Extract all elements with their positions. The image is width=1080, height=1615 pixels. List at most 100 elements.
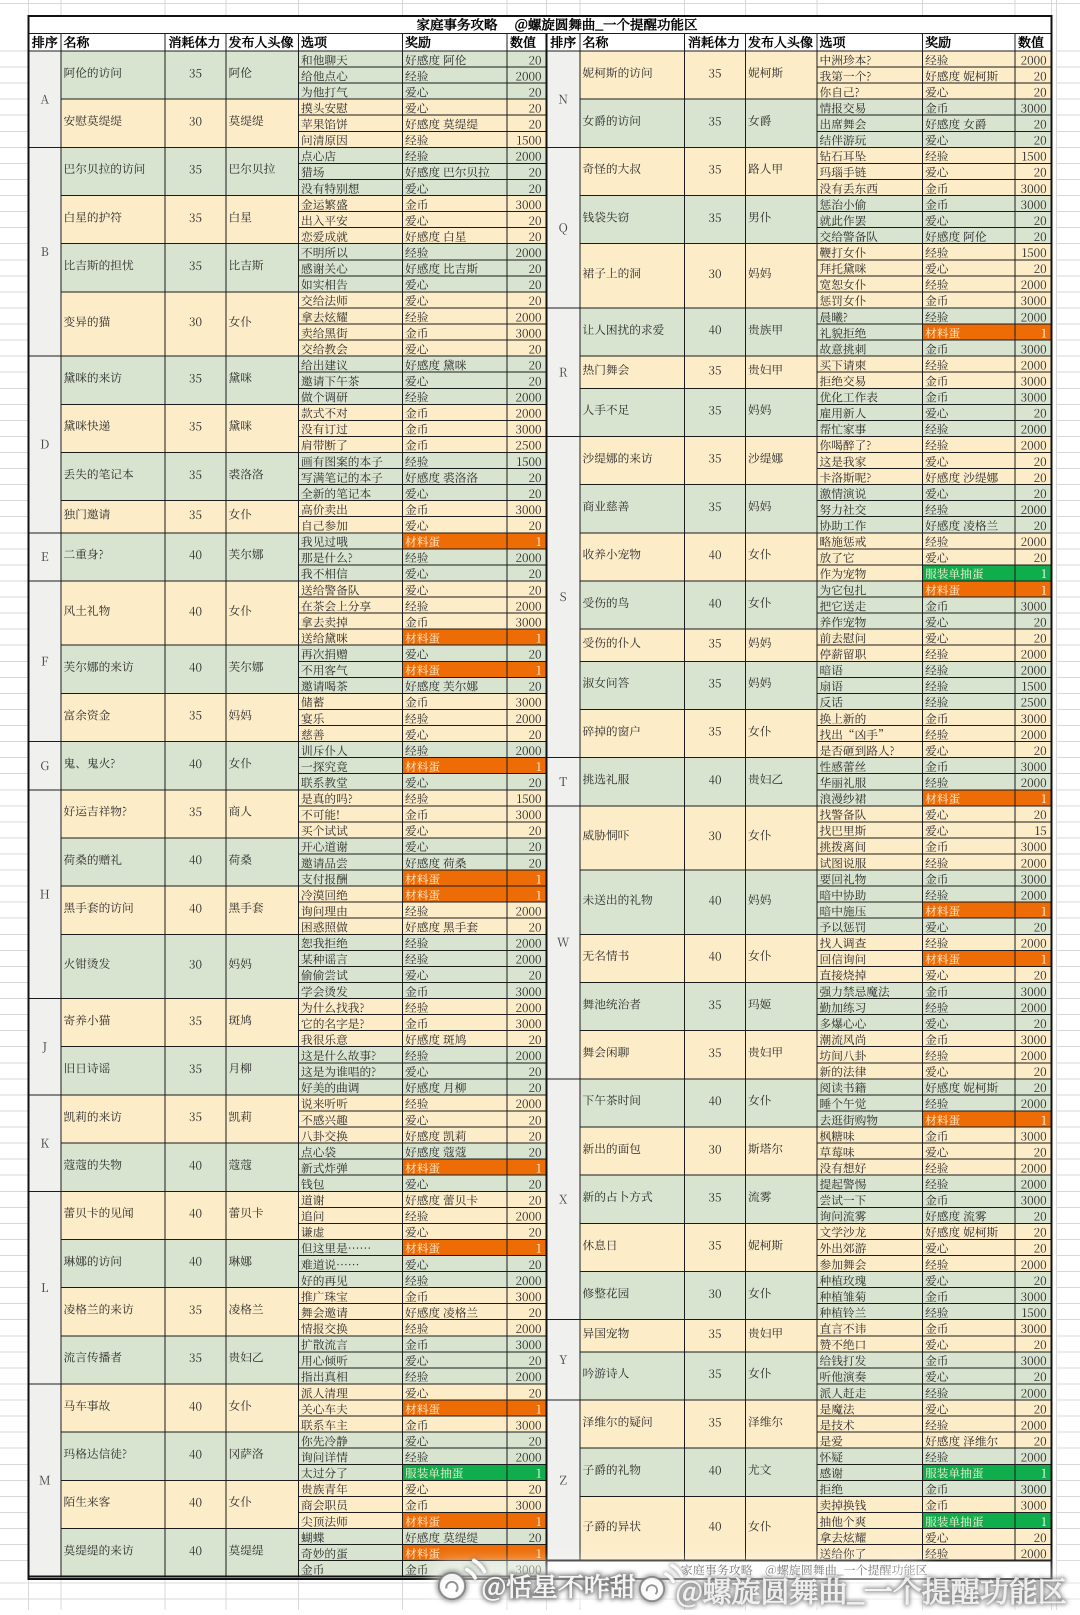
svg-text:金币: 金币 [925, 1482, 948, 1498]
svg-text:去逛街购物: 去逛街购物 [820, 1112, 879, 1128]
svg-text:下午茶时间: 下午茶时间 [583, 1093, 641, 1109]
svg-text:2000: 2000 [1021, 727, 1047, 743]
svg-text:排序: 排序 [32, 32, 58, 51]
svg-text:睡个午觉: 睡个午觉 [820, 1096, 867, 1112]
svg-text:这是为谁唱的?: 这是为谁唱的? [301, 1064, 376, 1080]
svg-text:1: 1 [536, 534, 542, 550]
svg-text:爱心: 爱心 [405, 277, 430, 293]
svg-text:贵族青年: 贵族青年 [301, 1482, 348, 1498]
svg-text:35: 35 [189, 370, 202, 386]
svg-text:宽恕女仆: 宽恕女仆 [820, 277, 867, 293]
svg-text:30: 30 [708, 828, 721, 844]
svg-text:联系教堂: 联系教堂 [301, 775, 348, 791]
svg-text:巴尔贝拉的访问: 巴尔贝拉的访问 [64, 161, 146, 177]
svg-text:指出真相: 指出真相 [301, 1369, 348, 1385]
svg-text:爱心: 爱心 [925, 486, 950, 502]
svg-text:爱心: 爱心 [925, 920, 950, 936]
svg-text:20: 20 [528, 84, 541, 100]
svg-text:爱心: 爱心 [925, 1369, 950, 1385]
svg-text:2000: 2000 [515, 952, 541, 968]
svg-text:经验: 经验 [925, 245, 949, 261]
svg-text:经验: 经验 [925, 775, 949, 791]
svg-text:20: 20 [1034, 518, 1047, 534]
svg-text:2000: 2000 [515, 550, 541, 566]
svg-text:拜托黛咪: 拜托黛咪 [820, 261, 867, 277]
svg-text:就此作罢: 就此作罢 [820, 213, 867, 229]
svg-text:热门舞会: 热门舞会 [583, 362, 630, 378]
svg-text:爱心: 爱心 [925, 807, 950, 823]
svg-text:停薪留职: 停薪留职 [820, 647, 867, 663]
svg-text:金币: 金币 [925, 293, 948, 309]
svg-text:谦虚: 谦虚 [301, 1225, 325, 1241]
svg-text:30: 30 [189, 957, 202, 973]
svg-text:20: 20 [1034, 229, 1047, 245]
svg-text:30: 30 [708, 1286, 721, 1302]
svg-text:40: 40 [709, 772, 722, 788]
svg-text:强力禁忌魔法: 强力禁忌魔法 [820, 984, 890, 1000]
svg-text:35: 35 [189, 1350, 202, 1366]
svg-text:经验: 经验 [405, 68, 429, 84]
svg-text:3000: 3000 [1021, 293, 1047, 309]
svg-text:奇怪的大叔: 奇怪的大叔 [583, 161, 642, 177]
svg-text:3000: 3000 [515, 502, 541, 518]
svg-text:故意挑刺: 故意挑刺 [820, 341, 867, 357]
svg-text:金币: 金币 [405, 325, 428, 341]
svg-text:再次捐赠: 再次捐赠 [301, 647, 348, 663]
svg-text:1: 1 [536, 759, 542, 775]
svg-text:选项: 选项 [301, 32, 328, 51]
svg-text:T: T [559, 773, 567, 790]
svg-text:3000: 3000 [1021, 984, 1047, 1000]
svg-text:性感蕾丝: 性感蕾丝 [820, 759, 867, 775]
svg-text:@螺旋圆舞曲_一个提醒功能区: @螺旋圆舞曲_一个提醒功能区 [676, 1570, 1067, 1610]
svg-text:20: 20 [1034, 68, 1047, 84]
svg-text:做个调研: 做个调研 [301, 390, 348, 406]
svg-text:派人清理: 派人清理 [301, 1385, 348, 1401]
svg-text:女爵: 女爵 [748, 113, 772, 129]
svg-text:前去慰问: 前去慰问 [820, 631, 867, 647]
svg-text:20: 20 [1034, 406, 1047, 422]
svg-text:不用客气: 不用客气 [301, 663, 348, 679]
svg-text:1: 1 [1041, 582, 1047, 598]
svg-text:马车事故: 马车事故 [64, 1398, 111, 1414]
svg-text:3000: 3000 [515, 1417, 541, 1433]
svg-text:W: W [557, 934, 570, 951]
svg-text:激情演说: 激情演说 [820, 486, 867, 502]
svg-text:金币: 金币 [925, 711, 948, 727]
svg-text:爱心: 爱心 [925, 261, 950, 277]
svg-text:爱心: 爱心 [405, 486, 430, 502]
svg-text:35: 35 [708, 1190, 721, 1206]
svg-text:35: 35 [189, 1109, 202, 1125]
svg-text:材料蛋: 材料蛋 [405, 534, 440, 550]
svg-text:蝴蝶: 蝴蝶 [301, 1530, 325, 1546]
svg-text:女仆: 女仆 [748, 1366, 772, 1382]
svg-text:材料蛋: 材料蛋 [405, 871, 440, 887]
svg-text:奇妙的蛋: 奇妙的蛋 [301, 1546, 348, 1562]
svg-text:20: 20 [1034, 1064, 1047, 1080]
svg-text:某种谣言: 某种谣言 [301, 952, 348, 968]
svg-text:我不相信: 我不相信 [301, 566, 348, 582]
svg-text:40: 40 [189, 900, 202, 916]
svg-text:金币: 金币 [405, 502, 428, 518]
svg-text:金币: 金币 [405, 422, 428, 438]
svg-text:经验: 经验 [925, 1096, 949, 1112]
svg-text:3000: 3000 [1021, 1482, 1047, 1498]
svg-text:让人困扰的求爱: 让人困扰的求爱 [583, 322, 665, 338]
svg-text:暗中协助: 暗中协助 [820, 887, 867, 903]
svg-text:予以惩罚: 予以惩罚 [820, 920, 867, 936]
svg-text:1: 1 [536, 1401, 542, 1417]
svg-text:雇用新人: 雇用新人 [820, 406, 867, 422]
svg-text:暗中施压: 暗中施压 [820, 904, 867, 920]
svg-text:关心车夫: 关心车夫 [301, 1401, 348, 1417]
svg-text:1: 1 [1041, 904, 1047, 920]
svg-text:妈妈: 妈妈 [748, 635, 772, 651]
svg-text:勤加练习: 勤加练习 [820, 1000, 867, 1016]
svg-text:@恬星不咋甜: @恬星不咋甜 [482, 1567, 636, 1604]
svg-text:芙尔娜的来访: 芙尔娜的来访 [64, 659, 134, 675]
svg-text:1500: 1500 [516, 133, 541, 149]
svg-text:金币: 金币 [925, 374, 948, 390]
svg-text:把它送走: 把它送走 [820, 598, 867, 614]
svg-text:协助工作: 协助工作 [820, 518, 867, 534]
svg-text:20: 20 [528, 261, 541, 277]
svg-text:但这里是……: 但这里是…… [301, 1241, 371, 1257]
svg-text:钱袋失窃: 钱袋失窃 [583, 209, 630, 225]
